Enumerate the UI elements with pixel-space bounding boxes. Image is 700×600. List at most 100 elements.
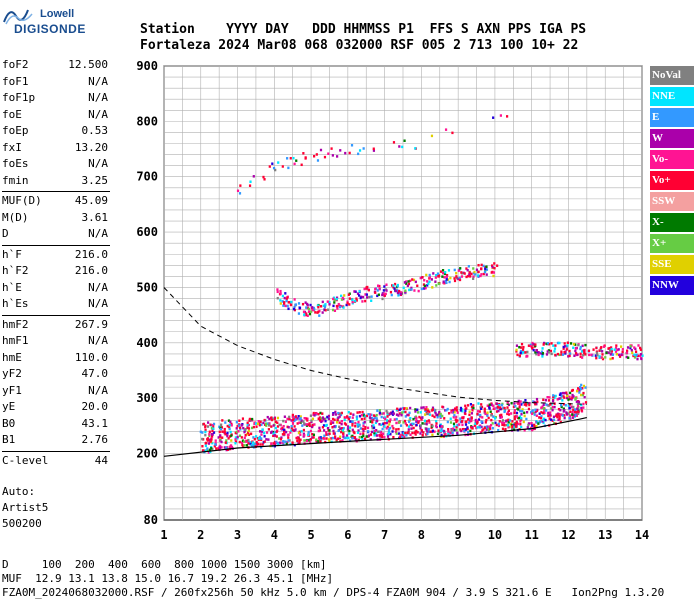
echo-point-f2-trace [242, 445, 245, 448]
echo-point-f2-trace [472, 406, 475, 410]
echo-point-f2-trace [419, 424, 422, 427]
echo-point-f2-trace [312, 436, 315, 439]
echo-point-f2-trace [201, 449, 205, 452]
echo-point-f2-trace [259, 420, 262, 424]
echo-point-f2-trace [503, 406, 506, 410]
echo-point-second-hop [473, 270, 476, 274]
echo-point-f2-trace [319, 436, 322, 439]
echo-point-f2-trace [402, 407, 406, 411]
echo-point-f2-trace [240, 436, 243, 439]
echo-point-second-hop [332, 297, 335, 301]
echo-point-second-hop [449, 276, 452, 280]
echo-point-second-hop [304, 313, 308, 317]
echo-point-sporadic [633, 353, 636, 357]
echo-point-f2-trace [469, 429, 472, 433]
echo-point-f2-trace [270, 416, 273, 419]
echo-point-f2-trace [578, 389, 581, 392]
echo-point-f2-trace [559, 413, 562, 416]
echo-point-second-hop [374, 291, 377, 294]
echo-point-f2-trace [452, 415, 455, 419]
echo-point-f2-trace [323, 429, 326, 432]
echo-point-f2-trace [234, 440, 237, 443]
echo-point-f2-trace [220, 426, 224, 429]
echo-point-f2-trace [211, 429, 214, 433]
polarization-legend: NoVal NNE E W Vo- Vo+ SSW X- X+ SSE NNW [650, 66, 694, 297]
echo-point-f2-trace [412, 426, 415, 430]
echo-point-f2-trace [435, 413, 438, 417]
echo-point-sporadic [602, 345, 606, 348]
echo-point-f2-trace [488, 406, 491, 409]
echo-point-f2-trace [212, 427, 215, 431]
echo-point-f2-trace [298, 439, 301, 442]
echo-point-f2-trace [335, 421, 339, 424]
echo-point-f2-trace [254, 422, 258, 425]
echo-point-second-hop [485, 268, 489, 271]
echo-point-second-hop [402, 286, 405, 290]
echo-point-f2-trace [476, 410, 480, 413]
echo-point-second-hop [276, 288, 279, 291]
echo-point-sporadic [575, 352, 578, 355]
echo-point-second-hop [472, 267, 475, 270]
echo-point-f2-trace [491, 422, 494, 425]
echo-point-f2-trace [580, 393, 583, 397]
echo-point-f2-trace [361, 410, 364, 414]
echo-point-f2-trace [416, 411, 420, 414]
echo-point-second-hop [477, 263, 480, 267]
echo-point-f2-trace [490, 402, 493, 405]
echo-point-f2-trace [249, 442, 252, 446]
param-value: 2.76 [81, 433, 109, 446]
param-value: 47.0 [81, 367, 109, 380]
echo-point-second-hop [354, 299, 357, 303]
echo-point-f2-trace [512, 405, 516, 409]
echo-point-f2-trace [576, 404, 580, 408]
echo-point-sporadic [521, 348, 525, 351]
echo-point-f2-trace [526, 402, 529, 405]
echo-point-sporadic [527, 344, 531, 347]
echo-point-f2-trace [338, 415, 341, 418]
echo-point-f2-trace [569, 410, 572, 414]
echo-point-f2-trace [283, 415, 286, 418]
echo-point-f2-trace [535, 414, 538, 417]
echo-point-f2-trace [478, 410, 481, 413]
echo-point-sporadic [519, 351, 522, 355]
echo-point-f2-trace [406, 431, 409, 435]
echo-point-f2-trace [301, 424, 304, 427]
echo-point-f2-trace [377, 430, 380, 433]
echo-point-sporadic [595, 346, 598, 350]
echo-point-f2-trace [503, 410, 506, 414]
footer-file-info: FZA0M_2024068032000.RSF / 260fx256h 50 k… [2, 586, 665, 599]
echo-point-f2-trace [577, 387, 581, 390]
echo-point-sporadic [515, 350, 518, 353]
echo-point-f2-trace [212, 422, 216, 426]
echo-point-f2-trace [479, 424, 482, 427]
echo-point-f2-trace [407, 428, 410, 431]
echo-point-f2-trace [507, 425, 510, 429]
echo-point-f2-trace [263, 440, 266, 443]
x-tick-label: 12 [561, 528, 575, 542]
echo-point-second-hop [289, 303, 293, 307]
echo-point-multi-hop [358, 149, 362, 152]
echo-point-f2-trace [280, 427, 283, 431]
echo-point-f2-trace [535, 402, 538, 406]
echo-point-f2-trace [225, 446, 228, 449]
echo-point-second-hop [298, 306, 302, 310]
param-row: M(D) 3.61 [2, 211, 110, 228]
echo-point-f2-trace [514, 405, 517, 408]
echo-point-second-hop [393, 282, 397, 286]
param-label: foF2 [2, 58, 29, 71]
echo-point-f2-trace [419, 416, 423, 420]
echo-point-f2-trace [208, 438, 211, 442]
echo-point-f2-trace [570, 398, 573, 401]
param-label: foEp [2, 124, 29, 137]
echo-point-f2-trace [454, 407, 457, 411]
echo-point-f2-trace [480, 420, 483, 423]
echo-point-f2-trace [433, 430, 436, 433]
echo-point-f2-trace [409, 433, 412, 437]
echo-point-f2-trace [300, 419, 303, 422]
echo-point-f2-trace [447, 430, 450, 433]
echo-point-second-hop [293, 305, 296, 309]
echo-point-f2-trace [363, 417, 366, 420]
echo-point-f2-trace [466, 427, 469, 431]
echo-point-sporadic [520, 346, 523, 349]
echo-point-f2-trace [370, 413, 373, 417]
